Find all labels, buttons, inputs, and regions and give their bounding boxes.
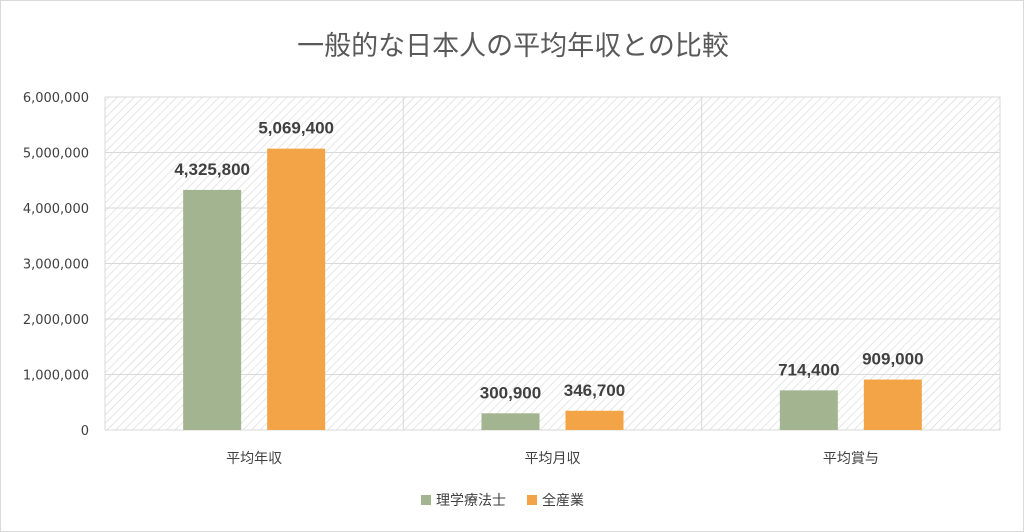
bars	[183, 148, 922, 430]
data-label: 714,400	[778, 360, 839, 379]
data-label: 4,325,800	[174, 160, 250, 179]
bar	[267, 148, 326, 430]
bar	[481, 413, 540, 430]
y-tick-label: 6,000,000	[23, 91, 89, 106]
data-label: 346,700	[564, 381, 625, 400]
y-tick-label: 1,000,000	[23, 369, 89, 384]
y-tick-label: 0	[81, 424, 89, 439]
bar	[779, 390, 838, 430]
legend-label: 理学療法士	[436, 492, 506, 509]
bar	[863, 379, 922, 430]
x-tick-label: 平均年収	[226, 451, 282, 467]
legend-swatch	[421, 495, 431, 505]
x-tick-label: 平均月収	[525, 451, 581, 467]
data-label: 909,000	[862, 350, 923, 369]
y-tick-label: 5,000,000	[23, 147, 89, 162]
bar	[183, 189, 242, 430]
legend: 理学療法士 全産業	[421, 492, 584, 509]
data-label: 300,900	[480, 383, 541, 402]
data-labels: 4,325,800 5,069,400 300,900 346,700 714,400 9…	[174, 119, 923, 403]
bar	[565, 410, 624, 430]
y-tick-label: 3,000,000	[23, 258, 89, 273]
x-tick-label: 平均賞与	[823, 451, 879, 467]
data-label: 5,069,400	[258, 119, 334, 138]
y-axis: 0 1,000,000 2,000,000 3,000,000 4,000,000 5,0…	[23, 91, 89, 439]
chart-title: 一般的な日本人の平均年収との比較	[297, 31, 729, 62]
legend-label: 全産業	[542, 492, 584, 509]
gridlines	[105, 96, 1000, 431]
y-tick-label: 2,000,000	[23, 313, 89, 328]
x-axis: 平均年収 平均月収 平均賞与	[226, 451, 879, 467]
y-tick-label: 4,000,000	[23, 202, 89, 217]
legend-swatch	[527, 495, 537, 505]
